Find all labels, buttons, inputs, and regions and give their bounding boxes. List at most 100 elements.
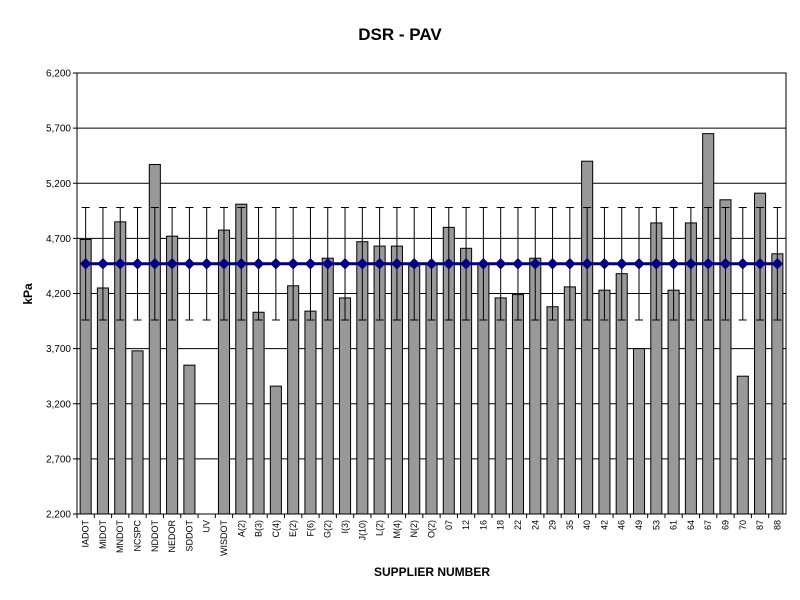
x-tick-label: NCSPC [133, 520, 143, 552]
x-axis-label: SUPPLIER NUMBER [374, 565, 490, 579]
x-tick-label: I(3) [340, 520, 350, 534]
x-tick-label: 61 [669, 520, 679, 530]
marker [754, 258, 766, 270]
bar [494, 297, 507, 515]
x-tick-label: 70 [738, 520, 748, 530]
marker [598, 258, 611, 270]
x-tick-label: WISDOT [219, 520, 229, 556]
marker [477, 258, 490, 270]
x-tick-label: M(4) [392, 520, 402, 539]
bar [598, 289, 611, 515]
marker [719, 258, 732, 270]
y-tick-label: 4,200 [46, 289, 71, 300]
bar [183, 364, 196, 515]
bar [269, 385, 282, 515]
y-tick-label: 3,700 [46, 344, 71, 355]
x-tick-label: 07 [444, 520, 454, 530]
x-tick-label: 87 [755, 520, 765, 530]
marker [616, 258, 628, 270]
y-tick-label: 5,700 [46, 124, 71, 135]
bar [632, 348, 646, 515]
bar [511, 294, 524, 515]
bar [702, 133, 715, 515]
x-tick-label: SDDOT [184, 519, 194, 551]
x-tick-label: 18 [496, 520, 506, 530]
marker [183, 258, 196, 270]
x-tick-label: 22 [513, 520, 523, 530]
marker [322, 258, 334, 270]
bar [667, 289, 680, 515]
marker [200, 258, 213, 270]
y-tick-label: 2,200 [46, 510, 71, 521]
bar [563, 286, 576, 515]
marker [339, 258, 351, 270]
x-tick-label: 12 [461, 520, 471, 530]
x-tick-label: 29 [548, 520, 558, 530]
x-tick-label: 35 [565, 520, 575, 530]
marker [373, 258, 386, 270]
x-tick-label: E(2) [288, 520, 298, 537]
marker [460, 258, 472, 270]
x-tick-label: 69 [720, 520, 730, 530]
marker [702, 258, 714, 270]
marker [737, 258, 749, 270]
x-tick-label: NDDOT [150, 520, 160, 552]
marker [633, 258, 645, 270]
y-tick-label: 2,700 [46, 454, 71, 465]
marker [581, 258, 593, 270]
marker [425, 258, 438, 270]
marker [218, 258, 230, 270]
x-tick-label: L(2) [375, 520, 385, 536]
x-tick-label: B(3) [254, 520, 264, 537]
x-tick-label: MIDOT [98, 520, 108, 549]
y-tick-label: 4,700 [46, 234, 71, 245]
y-tick-label: 5,200 [46, 179, 71, 190]
x-tick-label: 88 [772, 520, 782, 530]
x-tick-label: C(4) [271, 520, 281, 538]
chart-title: DSR - PAV [358, 25, 442, 44]
y-axis-label: kPa [21, 283, 35, 305]
marker [356, 258, 369, 270]
bar [581, 160, 594, 515]
marker [79, 258, 92, 270]
x-tick-label: UV [202, 520, 212, 533]
marker [114, 258, 126, 270]
marker [685, 258, 697, 270]
marker [149, 258, 161, 270]
bar [754, 192, 767, 515]
marker [546, 258, 559, 270]
x-tick-label: 24 [530, 520, 540, 530]
y-tick-label: 3,200 [46, 399, 71, 410]
x-tick-label: J(10) [357, 520, 367, 541]
bar [131, 350, 144, 515]
marker [270, 258, 282, 270]
marker [564, 258, 576, 270]
marker [771, 258, 784, 270]
x-tick-label: NEDOR [167, 520, 177, 553]
marker [529, 258, 541, 270]
x-tick-label: 16 [478, 520, 488, 530]
bar [339, 297, 352, 515]
marker [131, 258, 144, 270]
bar [148, 164, 161, 515]
bar [736, 375, 749, 515]
marker [287, 258, 299, 270]
marker [166, 258, 178, 270]
x-tick-label: N(2) [409, 520, 419, 538]
bar [304, 310, 317, 515]
x-tick-label: 53 [651, 520, 661, 530]
x-tick-label: F(6) [305, 520, 315, 537]
marker [97, 258, 109, 270]
bar [235, 203, 248, 515]
marker [443, 258, 455, 270]
marker [494, 258, 507, 270]
marker [252, 258, 265, 270]
x-tick-label: MNDOT [115, 520, 125, 553]
marker [304, 258, 317, 270]
marker [667, 258, 680, 270]
x-tick-label: G(2) [323, 520, 333, 538]
y-tick-label: 6,200 [46, 69, 71, 80]
bar [719, 199, 732, 515]
x-tick-label: 42 [599, 520, 609, 530]
